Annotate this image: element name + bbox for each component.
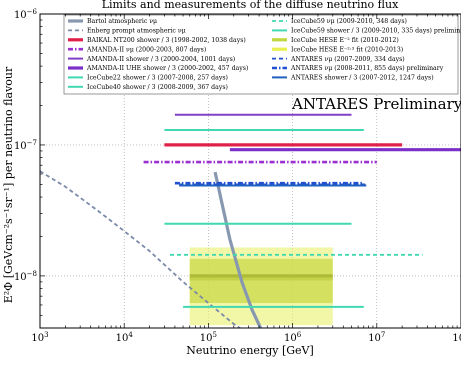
y-tick-label: 10−6 xyxy=(14,8,38,21)
legend-label: IceCube HESE E⁻² fit (2010-2012) xyxy=(291,37,399,44)
chart-title: Limits and measurements of the diffuse n… xyxy=(102,0,399,11)
x-tick-label: 107 xyxy=(368,331,385,344)
axes: 103 104 105 106 107 108 10−8 10−7 10−6 xyxy=(14,8,461,344)
legend-label: ANTARES νμ (2008-2011, 855 days) prelimi… xyxy=(290,65,444,72)
legend-label: ANTARES shower / 3 (2007-2012, 1247 days… xyxy=(290,75,434,82)
hese-band xyxy=(189,258,333,304)
y-axis-title: E²Φ [GeVcm⁻²s⁻¹sr⁻¹] per neutrino flavou… xyxy=(2,66,15,303)
x-tick-label: 105 xyxy=(200,331,217,344)
y-tick-label: 10−8 xyxy=(14,270,37,283)
legend-label: IceCube HESE E⁻²·³ fit (2010-2013) xyxy=(291,46,403,53)
legend-box xyxy=(63,14,459,95)
x-tick-label: 103 xyxy=(31,331,48,344)
annotation-text: ANTARES Preliminary xyxy=(291,95,461,113)
legend-label: AMANDA-II UHE shower / 3 (2000-2002, 457… xyxy=(86,65,248,72)
legend-label: IceCube59 shower / 3 (2009-2010, 335 day… xyxy=(291,28,461,35)
x-axis-title: Neutrino energy [GeV] xyxy=(186,344,314,357)
legend-label: AMANDA-II νμ (2000-2003, 807 days) xyxy=(86,46,206,53)
y-tick-label: 10−7 xyxy=(14,139,37,152)
legend-label: IceCube59 νμ (2009-2010, 348 days) xyxy=(291,18,407,25)
legend-label: Enberg prompt atmospheric νμ xyxy=(87,28,186,35)
legend: Bartol atmospheric νμ Enberg prompt atmos… xyxy=(63,14,461,95)
legend-label: IceCube40 shower / 3 (2008-2009, 367 day… xyxy=(87,84,228,91)
series-curve xyxy=(213,171,263,328)
legend-label: ANTARES νμ (2007-2009, 334 days) xyxy=(290,56,405,63)
plot-frame xyxy=(39,13,461,329)
plot-content xyxy=(40,14,461,328)
legend-label: Bartol atmospheric νμ xyxy=(87,18,157,25)
x-tick-label: 106 xyxy=(284,331,302,344)
legend-label: IceCube22 shower / 3 (2007-2008, 257 day… xyxy=(87,75,228,82)
x-tick-label: 108 xyxy=(452,331,461,344)
legend-label: AMANDA-II shower / 3 (2000-2004, 1001 da… xyxy=(86,56,235,63)
legend-label: BAIKAL NT200 shower / 3 (1998-2002, 1038… xyxy=(87,37,246,44)
plot-area xyxy=(40,14,461,328)
series-curve xyxy=(40,170,242,328)
x-tick-label: 104 xyxy=(116,331,134,344)
